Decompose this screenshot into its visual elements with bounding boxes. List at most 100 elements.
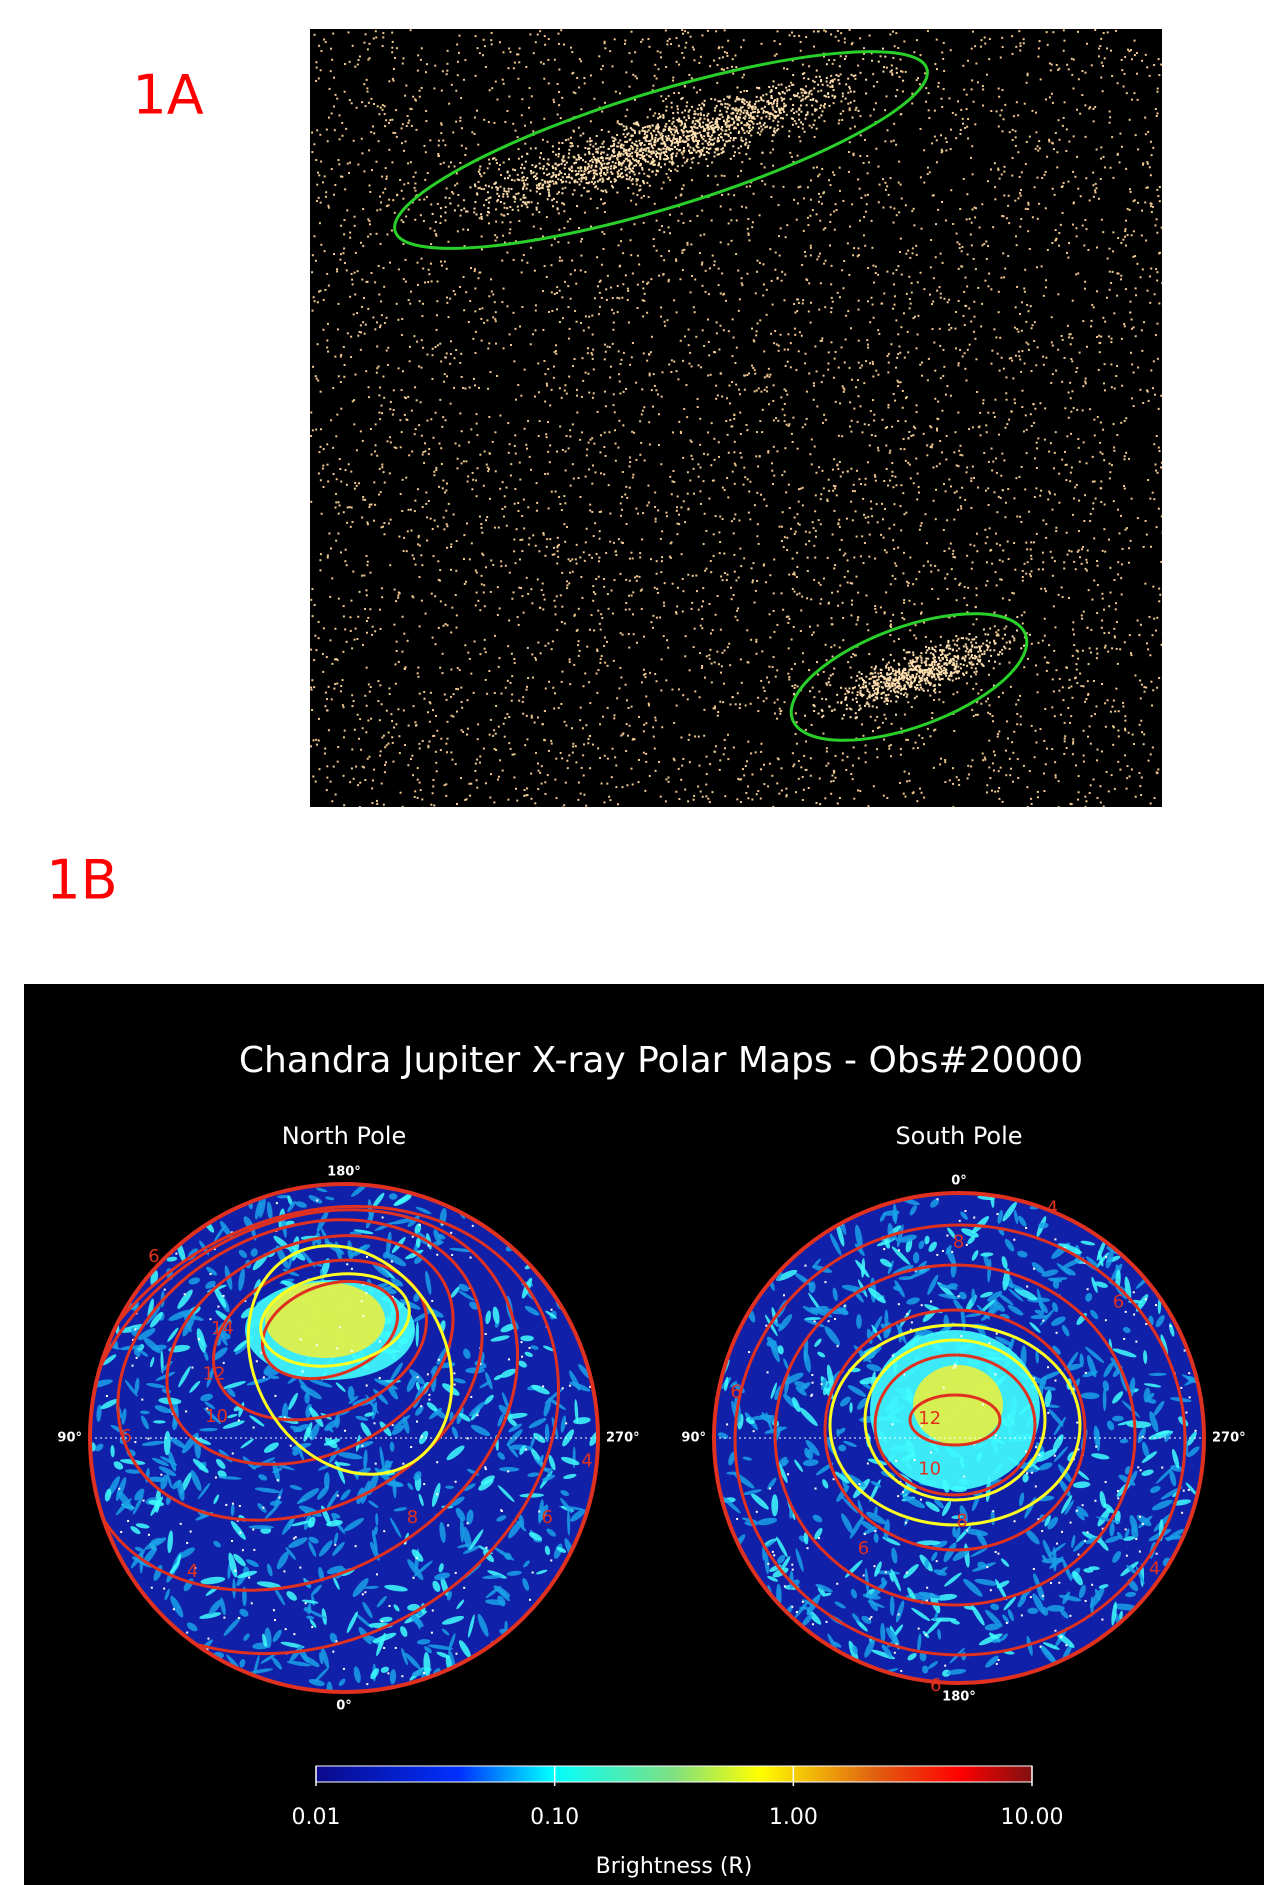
event <box>857 178 859 180</box>
event <box>534 396 536 398</box>
event <box>1045 207 1047 209</box>
event <box>324 289 326 291</box>
event <box>420 59 422 61</box>
event <box>1032 216 1034 218</box>
event <box>958 243 960 245</box>
event <box>1140 276 1142 278</box>
event <box>950 49 952 51</box>
event <box>504 495 506 497</box>
event <box>1134 54 1136 56</box>
event <box>676 705 678 707</box>
event <box>993 667 995 669</box>
event <box>680 194 682 196</box>
event <box>434 519 436 521</box>
event <box>1155 268 1157 270</box>
event <box>415 190 417 192</box>
event <box>544 710 546 712</box>
event <box>850 773 852 775</box>
event <box>1006 423 1008 425</box>
event <box>486 464 488 466</box>
event <box>1096 759 1098 761</box>
event <box>833 510 835 512</box>
event <box>969 218 971 220</box>
event <box>758 387 760 389</box>
event <box>734 54 736 56</box>
event <box>315 260 317 262</box>
event <box>486 516 488 518</box>
event <box>474 133 476 135</box>
event <box>1129 188 1131 190</box>
event <box>810 245 812 247</box>
event <box>1019 516 1021 518</box>
event <box>1161 282 1163 284</box>
event <box>829 86 831 88</box>
event <box>379 609 381 611</box>
event <box>805 729 807 731</box>
event <box>1103 459 1105 461</box>
event <box>1051 341 1053 343</box>
event <box>847 559 849 561</box>
event <box>436 300 438 302</box>
event <box>793 693 795 695</box>
event <box>1088 589 1090 591</box>
event <box>375 36 377 38</box>
event <box>530 469 532 471</box>
event <box>640 41 642 43</box>
event <box>809 453 811 455</box>
event <box>355 628 357 630</box>
event <box>912 747 914 749</box>
event <box>388 743 390 745</box>
event <box>607 707 609 709</box>
event <box>948 548 950 550</box>
event <box>901 197 903 199</box>
event <box>895 484 897 486</box>
event <box>353 778 355 780</box>
event <box>1044 618 1046 620</box>
event <box>372 779 374 781</box>
event <box>1076 682 1078 684</box>
event <box>1084 104 1086 106</box>
event <box>367 617 369 619</box>
event <box>689 352 691 354</box>
event <box>743 774 745 776</box>
event <box>877 274 879 276</box>
event <box>588 554 590 556</box>
event <box>1090 629 1092 631</box>
event <box>837 590 839 592</box>
event <box>692 46 694 48</box>
event <box>782 609 784 611</box>
event <box>1149 166 1151 168</box>
event <box>732 318 734 320</box>
event <box>654 492 656 494</box>
event <box>913 208 915 210</box>
event <box>980 689 982 691</box>
event <box>1076 109 1078 111</box>
event <box>840 32 842 34</box>
event <box>624 39 626 41</box>
event <box>703 345 705 347</box>
event <box>871 60 873 62</box>
event <box>372 316 374 318</box>
event <box>903 513 905 515</box>
event <box>952 639 954 641</box>
event <box>310 599 312 601</box>
event <box>371 787 373 789</box>
event <box>801 264 803 266</box>
event <box>1025 542 1027 544</box>
event <box>320 428 322 430</box>
event <box>843 260 845 262</box>
event <box>604 662 606 664</box>
event <box>819 803 821 805</box>
event <box>476 110 478 112</box>
event <box>956 233 958 235</box>
event <box>559 387 561 389</box>
event <box>706 773 708 775</box>
event <box>339 468 341 470</box>
event <box>661 396 663 398</box>
event <box>320 50 322 52</box>
event <box>456 627 458 629</box>
event <box>537 578 539 580</box>
event <box>1051 64 1053 66</box>
event <box>899 251 901 253</box>
event <box>815 536 817 538</box>
